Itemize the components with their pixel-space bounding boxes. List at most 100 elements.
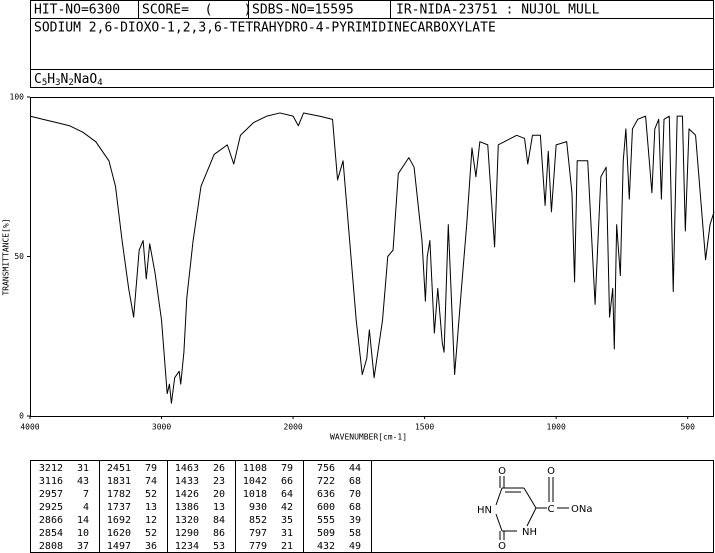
peak-transmittance: 52 [145,489,157,500]
peak-transmittance: 79 [281,463,293,474]
peak-wavenumber: 600 [317,502,335,513]
peak-wavenumber: 1290 [175,528,199,539]
peak-wavenumber: 1320 [175,515,199,526]
peak-transmittance: 31 [281,528,293,539]
peak-transmittance: 35 [281,515,293,526]
peak-transmittance: 66 [281,476,293,487]
hit-no: HIT-NO=6300 [34,3,120,18]
peak-transmittance: 20 [213,489,225,500]
peak-wavenumber: 1692 [107,515,131,526]
peak-transmittance: 64 [281,489,293,500]
peak-transmittance: 31 [77,463,89,474]
peak-wavenumber: 3116 [39,476,63,487]
peak-transmittance: 36 [145,541,157,552]
peak-transmittance: 42 [281,502,293,513]
formula-subscript: 3 [55,78,60,88]
sdbs-no: SDBS-NO=15595 [252,3,354,18]
peak-transmittance: 21 [281,541,293,552]
peak-wavenumber: 756 [317,463,335,474]
formula: C5H3N2NaO4 [34,72,103,88]
peak-transmittance: 23 [213,476,225,487]
peak-transmittance: 39 [349,515,361,526]
formula-part: H [47,72,55,87]
plot: 0 50 100 4000 3000 2000 1500 1000 500 [10,93,715,432]
peak-wavenumber: 2451 [107,463,131,474]
peak-wavenumber: 2808 [39,541,63,552]
formula-part: NaO [74,72,98,87]
peak-wavenumber: 2866 [39,515,63,526]
peak-wavenumber: 636 [317,489,335,500]
peak-transmittance: 13 [213,502,225,513]
bond [495,487,503,506]
peak-transmittance: 13 [145,502,157,513]
formula-subscript: 5 [42,78,47,88]
atom-label: O [498,541,506,552]
peak-wavenumber: 1234 [175,541,199,552]
peak-wavenumber: 432 [317,541,335,552]
peak-wavenumber: 555 [317,515,335,526]
peak-transmittance: 49 [349,541,361,552]
peak-wavenumber: 1042 [243,476,267,487]
peak-transmittance: 10 [77,528,89,539]
bond [526,507,537,527]
plot-frame [30,97,714,417]
peak-transmittance: 68 [349,502,361,513]
x-tick-label: 500 [680,423,695,432]
atom-label: C [548,504,555,515]
spectrum-line [29,112,715,404]
peak-wavenumber: 1737 [107,502,131,513]
peak-wavenumber: 1463 [175,463,199,474]
ir-info: IR-NIDA-23751 : NUJOL MULL [396,3,600,18]
structure [495,476,569,540]
peak-transmittance: 70 [349,489,361,500]
bond [495,513,503,532]
peak-wavenumber: 1497 [107,541,131,552]
header-box [30,0,714,88]
atom-label: HN [477,505,492,516]
formula-part: N [61,72,69,87]
compound-name: SODIUM 2,6-DIOXO-1,2,3,6-TETRAHYDRO-4-PY… [34,21,496,36]
y-tick-label: 0 [19,412,24,421]
bond [523,487,537,509]
peak-transmittance: 43 [77,476,89,487]
peak-transmittance: 74 [145,476,157,487]
peak-wavenumber: 1620 [107,528,131,539]
y-axis-label: TRANSMITTANCE[%] [2,218,11,295]
peak-transmittance: 26 [213,463,225,474]
peak-transmittance: 12 [145,515,157,526]
peak-transmittance: 14 [77,515,89,526]
formula-part: C [34,72,42,87]
peak-transmittance: 84 [213,515,225,526]
peak-wavenumber: 1831 [107,476,131,487]
peak-wavenumber: 779 [249,541,267,552]
peak-wavenumber: 1426 [175,489,199,500]
peak-wavenumber: 1782 [107,489,131,500]
peak-wavenumber: 1386 [175,502,199,513]
peak-wavenumber: 1433 [175,476,199,487]
peak-transmittance: 68 [349,476,361,487]
atom-label: ONa [571,504,592,515]
peak-transmittance: 86 [213,528,225,539]
y-tick-label: 50 [14,252,24,261]
peak-transmittance: 37 [77,541,89,552]
x-tick-label: 3000 [152,423,171,432]
x-tick-label: 1000 [547,423,566,432]
formula-subscript: 4 [97,78,102,88]
peak-wavenumber: 930 [249,502,267,513]
peak-transmittance: 4 [83,502,89,513]
peak-wavenumber: 3212 [39,463,63,474]
atom-label: O [498,466,506,477]
y-tick-label: 100 [10,93,25,102]
peak-wavenumber: 722 [317,476,335,487]
peak-transmittance: 44 [349,463,361,474]
peak-wavenumber: 1018 [243,489,267,500]
peak-transmittance: 53 [213,541,225,552]
peak-transmittance: 79 [145,463,157,474]
peak-wavenumber: 2925 [39,502,63,513]
peak-wavenumber: 2957 [39,489,63,500]
x-tick-label: 2000 [283,423,302,432]
peak-wavenumber: 509 [317,528,335,539]
atom-label: O [547,466,555,477]
x-axis-label: WAVENUMBER[cm-1] [330,433,407,442]
